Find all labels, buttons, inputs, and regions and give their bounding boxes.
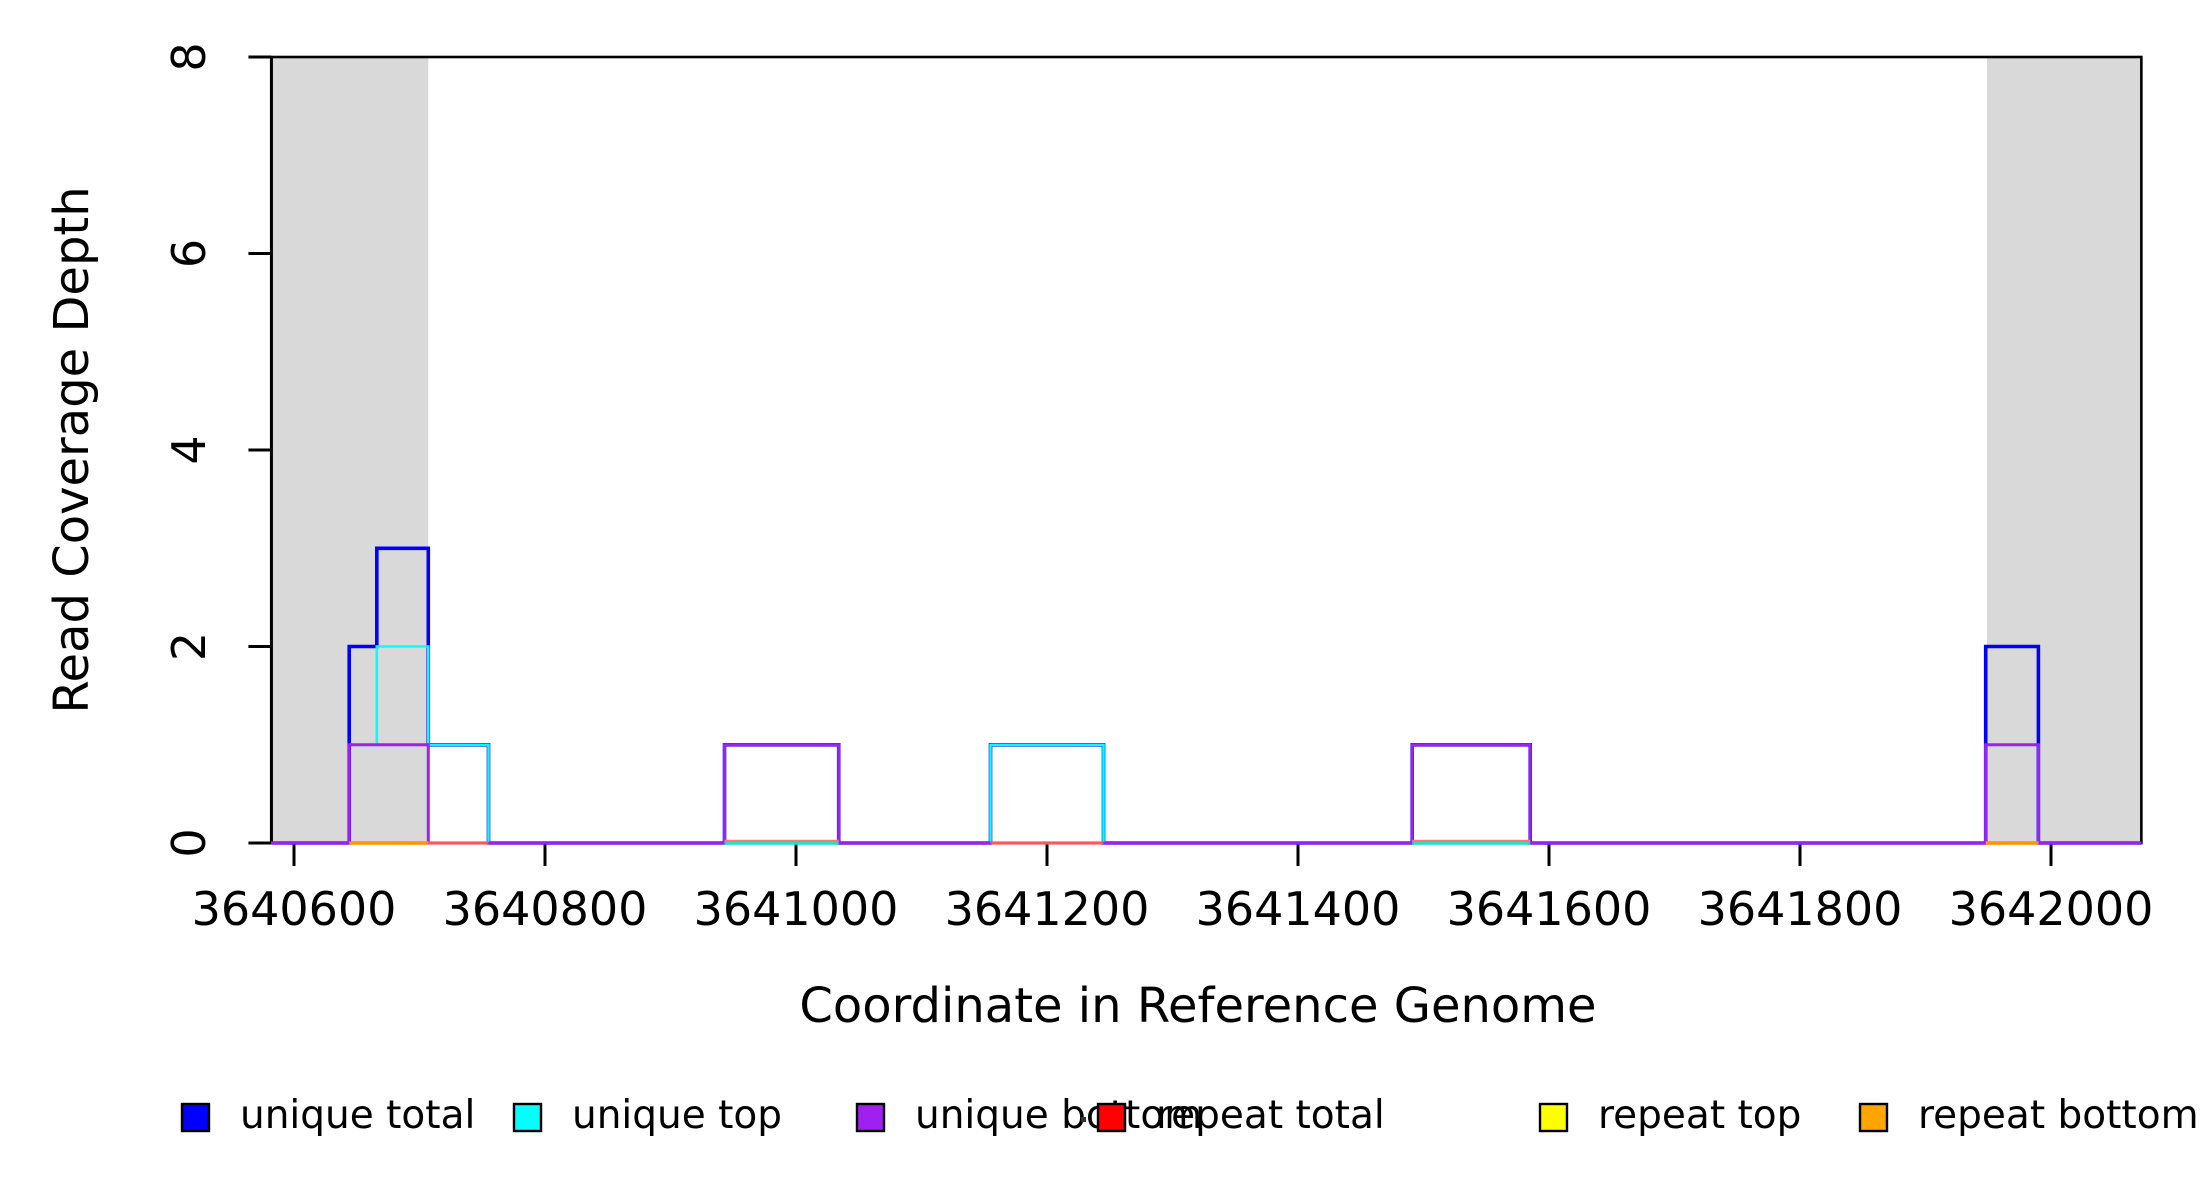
series-line-unique-bottom xyxy=(271,743,2142,845)
x-tick-label: 3640800 xyxy=(443,882,648,936)
y-axis-title: Read Coverage Depth xyxy=(44,186,100,713)
x-tick-label: 3642000 xyxy=(1949,882,2154,936)
legend-swatch-repeat-total xyxy=(1096,1102,1127,1133)
y-tick-label: 0 xyxy=(162,828,216,857)
y-tick-label: 8 xyxy=(162,42,216,71)
baseline-overlay-strip xyxy=(349,841,429,845)
baseline-overlay-strip xyxy=(428,841,489,845)
baseline-overlay-strip xyxy=(1985,841,2039,845)
baseline-overlay-strip xyxy=(724,839,839,843)
x-tick-label: 3641600 xyxy=(1447,882,1652,936)
legend-label-unique-top: unique top xyxy=(572,1093,782,1138)
x-axis-title: Coordinate in Reference Genome xyxy=(799,978,1596,1034)
baseline-overlay-strip xyxy=(990,841,1104,845)
legend-swatch-unique-bottom xyxy=(855,1102,886,1133)
x-tick-label: 3641400 xyxy=(1196,882,1401,936)
plot-box xyxy=(270,55,2143,845)
series-line-unique-top xyxy=(271,645,2142,845)
y-tick-label: 2 xyxy=(162,632,216,661)
legend-label-repeat-total: repeat total xyxy=(1156,1093,1385,1138)
repeat-region-shading xyxy=(1986,57,2142,843)
legend-label-unique-total: unique total xyxy=(240,1093,475,1138)
series-line-unique-total xyxy=(271,546,2142,845)
legend-swatch-unique-total xyxy=(180,1102,211,1133)
legend-label-repeat-top: repeat top xyxy=(1598,1093,1801,1138)
legend-label-unique-bottom: unique bottom xyxy=(915,1093,1202,1138)
baseline-overlay-strip xyxy=(1412,842,1531,845)
x-tick-label: 3641200 xyxy=(945,882,1150,936)
x-tick-label: 3640600 xyxy=(192,882,397,936)
legend-swatch-unique-top xyxy=(512,1102,543,1133)
legend-label-repeat-bottom: repeat bottom xyxy=(1918,1093,2199,1138)
y-tick-label: 4 xyxy=(162,435,216,464)
x-tick-label: 3641800 xyxy=(1698,882,1903,936)
legend-swatch-repeat-bottom xyxy=(1858,1102,1889,1133)
x-tick-label: 3641000 xyxy=(694,882,899,936)
stray-dot xyxy=(1081,1117,1086,1122)
baseline-overlay-strip xyxy=(724,842,839,845)
legend-swatch-repeat-top xyxy=(1538,1102,1569,1133)
y-tick-label: 6 xyxy=(162,239,216,268)
baseline-overlay-strip xyxy=(1412,839,1531,843)
